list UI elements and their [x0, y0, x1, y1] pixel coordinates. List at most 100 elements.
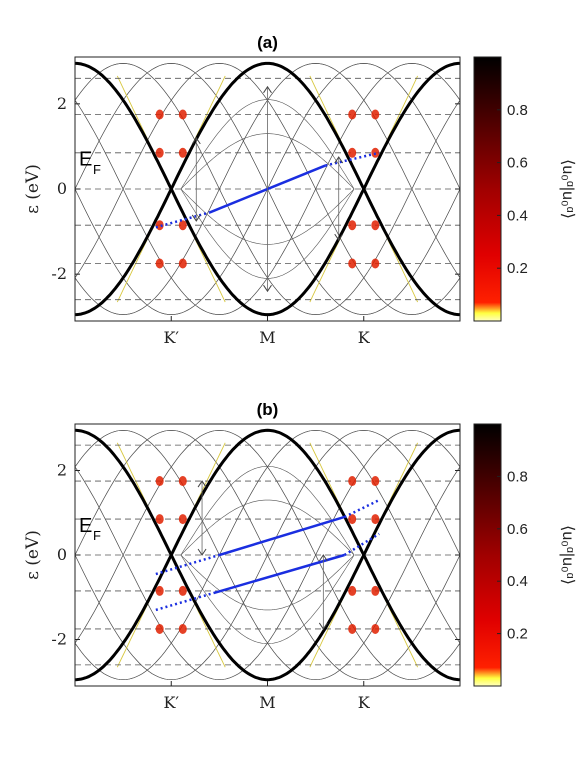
overlap-highlight — [348, 476, 357, 487]
replica-band — [75, 429, 460, 681]
colorbar — [473, 423, 502, 687]
overlap-highlight — [178, 220, 187, 231]
overlap-highlight — [155, 623, 164, 634]
overlap-highlight — [155, 147, 164, 158]
valley-cone — [309, 553, 419, 668]
colorbar-tick-label: 0.4 — [507, 573, 528, 590]
dotted-transition — [343, 498, 380, 519]
y-tick-label: 0 — [57, 179, 67, 198]
dotted-transition — [155, 211, 211, 229]
x-tick-label: K — [358, 693, 371, 712]
valley-cone — [116, 442, 226, 557]
overlap-highlight — [155, 109, 164, 120]
overlap-highlight — [178, 514, 187, 525]
overlap-highlight — [348, 623, 357, 634]
colorbar — [473, 56, 502, 322]
y-axis-label: ε (eV) — [23, 164, 43, 214]
panel-title: (a) — [257, 33, 278, 52]
valley-cone — [309, 442, 419, 557]
dotted-transition — [155, 553, 220, 576]
x-tick-label: K — [358, 328, 371, 347]
overlap-highlight — [348, 220, 357, 231]
overlap-highlight — [155, 585, 164, 596]
overlap-highlight — [348, 514, 357, 525]
replica-band — [75, 429, 460, 681]
overlap-highlight — [178, 623, 187, 634]
overlap-highlight — [348, 109, 357, 120]
arrow-head — [263, 284, 272, 293]
inner-band — [180, 499, 355, 556]
y-tick-label: -2 — [51, 630, 67, 649]
arrow-head — [318, 554, 328, 562]
arrow-head — [191, 214, 201, 222]
y-tick-label: -2 — [51, 264, 67, 283]
colorbar-label: ⟨u₀ᵅ|u₀ᵅ⟩ — [559, 525, 576, 585]
overlap-highlight — [371, 109, 380, 120]
fermi-label: E — [79, 515, 92, 537]
fermi-label: E — [79, 149, 92, 171]
arrow-head — [263, 85, 272, 94]
colorbar-label: ⟨u₀ᵅ|u₀ᵅ⟩ — [559, 159, 576, 219]
colorbar-tick-label: 0.4 — [507, 207, 528, 224]
y-axis-label: ε (eV) — [23, 530, 43, 580]
panel-0: (a) -2 0 2 K′ M Kε (eV) E F 0.2 0.4 0.6 0.8 ⟨u₀ᵅ|u₀ᵅ⟩ — [23, 33, 576, 347]
colorbar-tick-label: 0.2 — [507, 260, 528, 277]
inner-band — [180, 554, 355, 611]
overlap-highlight — [371, 220, 380, 231]
overlap-highlight — [178, 258, 187, 269]
dotted-transition — [324, 151, 380, 167]
x-tick-label: K′ — [163, 693, 179, 712]
plot-area — [75, 428, 460, 682]
colorbar-tick-label: 0.2 — [507, 626, 528, 643]
main-band — [75, 428, 460, 682]
overlap-highlight — [178, 585, 187, 596]
overlap-highlight — [371, 476, 380, 487]
arrow-head — [334, 233, 344, 241]
main-band — [75, 428, 460, 682]
solid-transition — [213, 553, 345, 595]
colorbar-tick-label: 0.6 — [507, 155, 528, 172]
fermi-label-sub: F — [93, 528, 101, 543]
overlap-highlight — [371, 514, 380, 525]
overlap-highlight — [155, 258, 164, 269]
valley-cone — [116, 75, 226, 191]
x-tick-label: M — [259, 693, 275, 712]
inner-band — [180, 554, 355, 644]
overlap-highlight — [178, 476, 187, 487]
overlap-highlight — [155, 514, 164, 525]
y-tick-label: 2 — [57, 94, 67, 113]
main-band — [75, 61, 460, 317]
valley-cone — [116, 553, 226, 668]
plot-area — [75, 61, 460, 317]
colorbar-tick-label: 0.8 — [507, 102, 528, 119]
arrow-head — [191, 137, 201, 145]
inner-band — [180, 466, 355, 556]
dotted-transition — [155, 591, 214, 612]
overlap-highlight — [155, 476, 164, 487]
panel-title: (b) — [257, 400, 279, 419]
colorbar-tick-label: 0.8 — [507, 468, 528, 485]
y-tick-label: 2 — [57, 460, 67, 479]
arrow-head — [334, 156, 344, 164]
main-band — [75, 61, 460, 317]
solid-transition — [219, 515, 345, 557]
arrow-head — [197, 480, 207, 488]
overlap-highlight — [371, 585, 380, 596]
overlap-highlight — [371, 258, 380, 269]
dotted-transition — [343, 532, 380, 557]
overlap-highlight — [371, 623, 380, 634]
y-tick-label: 0 — [57, 545, 67, 564]
fermi-label-sub: F — [93, 162, 101, 177]
panel-1: (b) -2 0 2 K′ M Kε (eV) E F 0.2 0.4 0.6 0.8 ⟨u₀ᵅ|u₀ᵅ⟩ — [23, 400, 576, 712]
overlap-highlight — [178, 147, 187, 158]
overlap-highlight — [348, 585, 357, 596]
colorbar-tick-label: 0.6 — [507, 521, 528, 538]
overlap-highlight — [178, 109, 187, 120]
overlap-highlight — [348, 147, 357, 158]
overlap-highlight — [348, 258, 357, 269]
x-tick-label: K′ — [163, 328, 179, 347]
valley-cone — [116, 187, 226, 303]
arrow-head — [318, 622, 328, 630]
valley-cone — [309, 75, 419, 191]
